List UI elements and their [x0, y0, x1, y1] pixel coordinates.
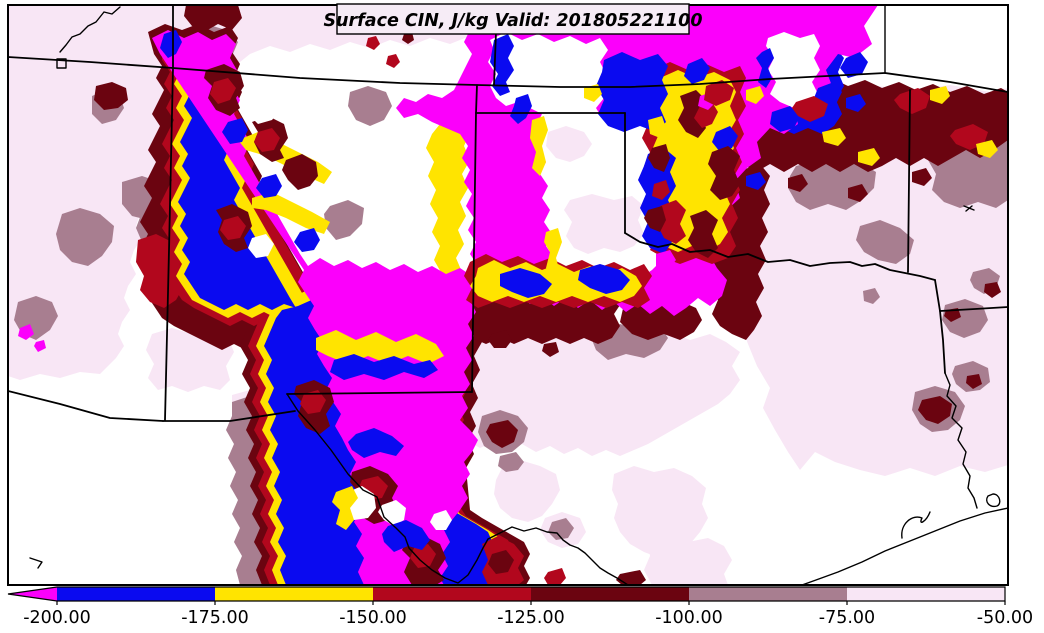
colorbar-segment: [57, 587, 215, 601]
colorbar-label: -75.00: [819, 608, 875, 628]
colorbar-segment: [689, 587, 847, 601]
border-tx-ar: [934, 279, 946, 374]
colorbar-segment: [847, 587, 1005, 601]
contour-field: [8, 5, 1008, 585]
border-mexico-az: [8, 390, 164, 422]
colorbar-label: -175.00: [181, 608, 249, 628]
colorbar-segment: [531, 587, 689, 601]
sabine-river: [944, 372, 978, 509]
colorbar-segment: [373, 587, 531, 601]
small-lake-mark-southwest: [29, 557, 43, 569]
border-ar-la: [939, 306, 1008, 312]
rio-grande: [286, 393, 629, 585]
border-ok-east: [907, 89, 911, 273]
colorbar-ticks: [56, 601, 1006, 605]
page-title: Surface CIN, J/kg Valid: 201805221100: [323, 11, 702, 31]
colorbar-label: -50.00: [977, 608, 1033, 628]
calcasieu-lake: [986, 493, 1001, 508]
border-mexico-nm: [162, 410, 296, 422]
border-nm-ok: [475, 84, 478, 114]
colorbar-label: -150.00: [339, 608, 407, 628]
border-ut-az: [8, 56, 174, 69]
border-nm-tx-32n: [286, 391, 473, 395]
contour-overlays: [160, 20, 998, 585]
border-az-nm: [164, 67, 174, 421]
colorbar-label: -200.00: [23, 608, 91, 628]
lake-powell: [59, 6, 121, 53]
galveston-bay: [901, 511, 931, 539]
lake-powell-box: [56, 58, 67, 69]
border-37n: [172, 67, 886, 88]
title-box-background: [336, 3, 690, 35]
colorbar-outline: [7, 586, 1006, 602]
border-missouri: [884, 72, 1008, 93]
title-box: Surface CIN, J/kg Valid: 201805221100: [323, 3, 703, 35]
colorbar-below-min-arrow: [8, 587, 57, 601]
colorbar: -200.00 -175.00 -150.00 -125.00 -100.00 …: [7, 586, 1033, 628]
small-lake-mark-east: [963, 205, 975, 212]
gulf-coastline: [801, 507, 1008, 585]
colorbar-label: -100.00: [655, 608, 723, 628]
border-nm-tx-west: [471, 112, 477, 393]
red-river: [624, 232, 936, 281]
state-borders: [8, 5, 1008, 585]
colorbar-segment: [215, 587, 373, 601]
colorbar-label: -125.00: [497, 608, 565, 628]
